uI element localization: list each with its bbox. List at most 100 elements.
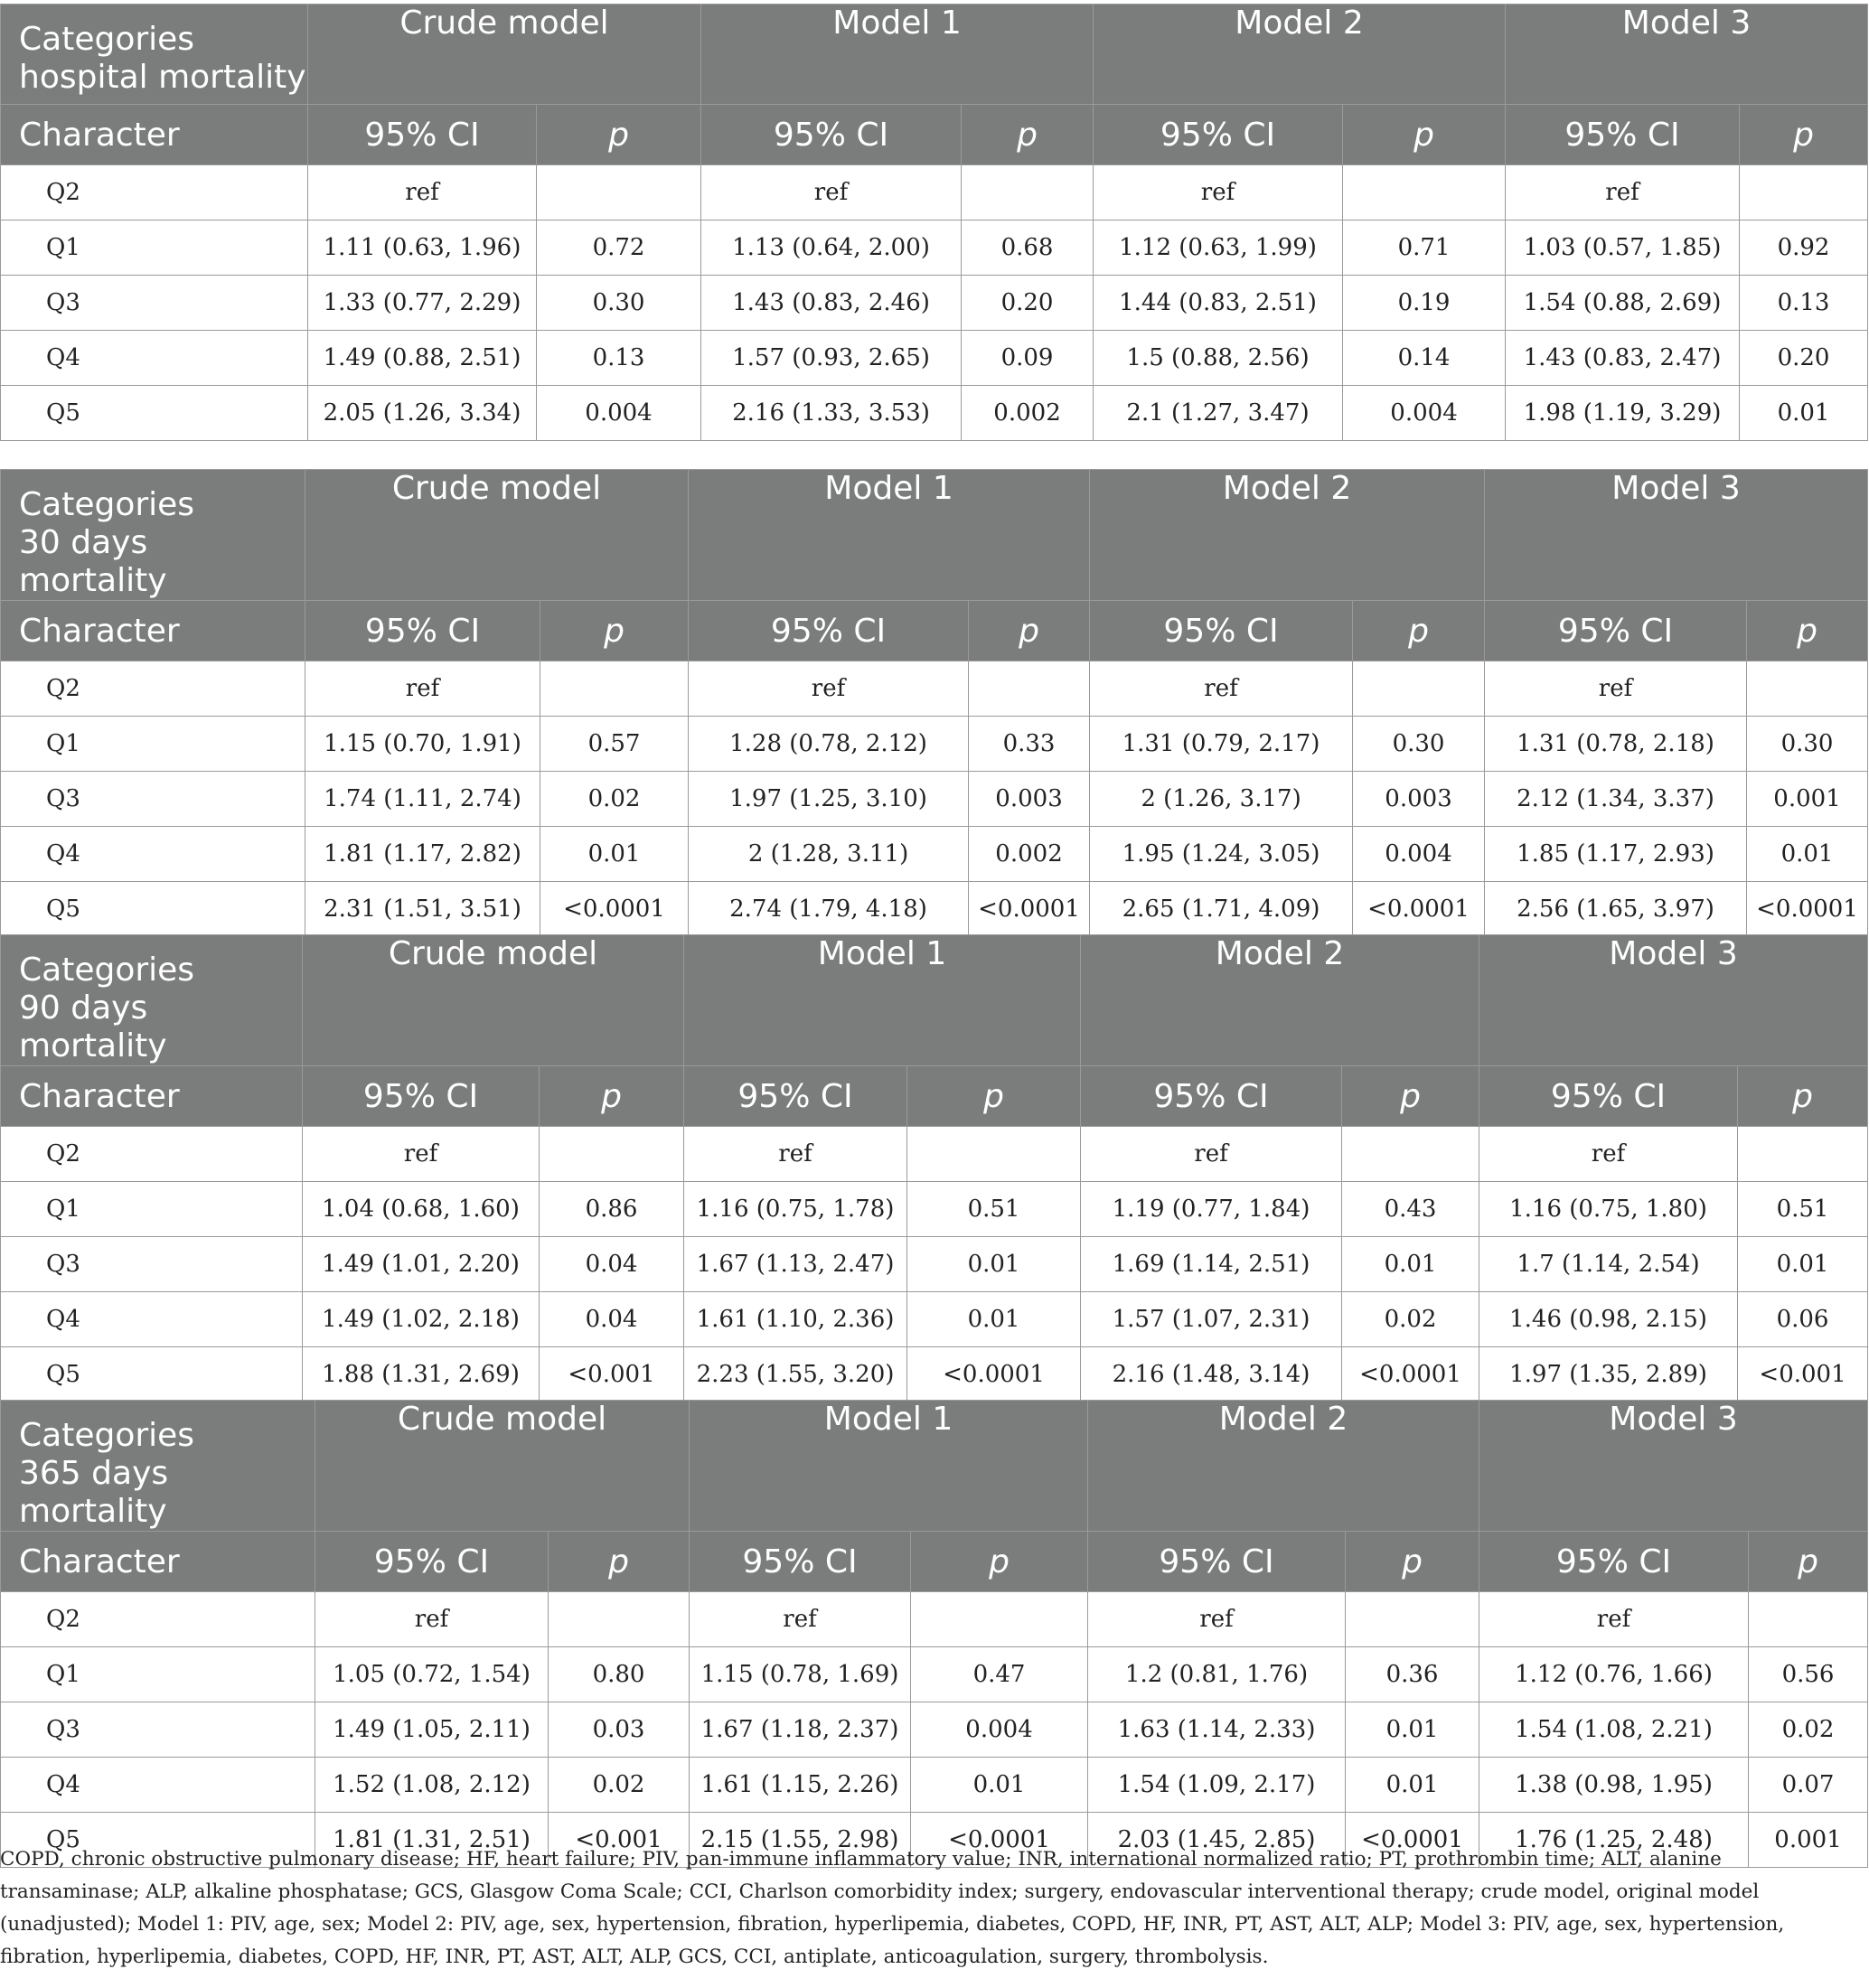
ci-header: 95% CI — [1484, 600, 1748, 661]
model-2-header: Model 2 — [1089, 469, 1486, 601]
table-cell: 2.03 (1.45, 2.85) — [1087, 1812, 1347, 1868]
table-row: Q4 1.52 (1.08, 2.12) 0.02 1.61 (1.15, 2.26)… — [0, 1757, 1869, 1813]
table-footnote: COPD, chronic obstructive pulmonary dise… — [0, 1848, 1785, 1968]
table-cell: 1.12 (0.76, 1.66) — [1479, 1646, 1750, 1702]
ci-header: 95% CI — [1080, 1065, 1343, 1127]
table-cell: 0.04 — [538, 1236, 685, 1292]
table-cell: 0.47 — [910, 1646, 1089, 1702]
table-cell: 2.31 (1.51, 3.51) — [305, 881, 540, 937]
table-cell: 1.49 (1.01, 2.20) — [302, 1236, 540, 1292]
table-cell: 0.51 — [1737, 1181, 1869, 1237]
table-cell: 0.43 — [1341, 1181, 1480, 1237]
quintile-label: Q4 — [0, 330, 308, 386]
table-row: Q3 1.49 (1.01, 2.20) 0.04 1.67 (1.13, 2.47)… — [0, 1236, 1869, 1292]
table-cell: 0.01 — [1739, 385, 1869, 441]
quintile-label: Q5 — [0, 1346, 303, 1402]
model-2-header: Model 2 — [1087, 1400, 1480, 1532]
table-cell: 1.98 (1.19, 3.29) — [1505, 385, 1741, 441]
table-cell: 1.49 (1.02, 2.18) — [302, 1291, 540, 1347]
table-cell: 1.33 (0.77, 2.29) — [307, 275, 537, 331]
quintile-label: Q5 — [0, 881, 305, 937]
table-cell: 0.71 — [1342, 220, 1507, 276]
table-cell: 1.05 (0.72, 1.54) — [315, 1646, 549, 1702]
table-cell: ref — [1089, 661, 1354, 717]
p-header: p — [968, 600, 1091, 661]
table-cell: 1.13 (0.64, 2.00) — [700, 220, 963, 276]
table-cell — [547, 1591, 690, 1647]
table-row: Q3 1.74 (1.11, 2.74) 0.02 1.97 (1.25, 3.10)… — [0, 771, 1869, 827]
table-cell: 2.56 (1.65, 3.97) — [1484, 881, 1748, 937]
ci-header: 95% CI — [302, 1065, 540, 1127]
table-cell: 1.88 (1.31, 2.69) — [302, 1346, 540, 1402]
table-cell: 1.74 (1.11, 2.74) — [305, 771, 540, 827]
table-cell: 0.04 — [538, 1291, 685, 1347]
table-cell: 0.13 — [535, 330, 702, 386]
hospital-mortality-table: Categories hospital mortality Crude model… — [0, 4, 1869, 441]
table-cell: 2.1 (1.27, 3.47) — [1093, 385, 1344, 441]
table-cell: 1.63 (1.14, 2.33) — [1087, 1702, 1347, 1758]
table-row: Q1 1.05 (0.72, 1.54) 0.80 1.15 (0.78, 1.69)… — [0, 1646, 1869, 1702]
table-row: Q3 1.33 (0.77, 2.29) 0.30 1.43 (0.83, 2.46)… — [0, 275, 1869, 331]
table-cell: 0.02 — [539, 771, 690, 827]
quintile-label: Q5 — [0, 385, 308, 441]
p-header: p — [961, 104, 1094, 165]
character-header: Character — [0, 104, 308, 165]
table-cell: 0.004 — [1342, 385, 1507, 441]
quintile-label: Q3 — [0, 1236, 303, 1292]
table-cell — [906, 1126, 1082, 1182]
table-cell: 1.31 (0.78, 2.18) — [1484, 716, 1748, 772]
table-cell: 1.15 (0.78, 1.69) — [689, 1646, 912, 1702]
table-cell: 1.97 (1.35, 2.89) — [1479, 1346, 1739, 1402]
model-3-header: Model 3 — [1484, 469, 1869, 601]
table-cell: 0.57 — [539, 716, 690, 772]
character-header: Character — [0, 1065, 303, 1127]
90-days-mortality-table: Categories 90 days mortality Crude model … — [0, 934, 1869, 1402]
table-cell: 0.01 — [906, 1291, 1082, 1347]
table-row: Q5 1.81 (1.31, 2.51) <0.001 2.15 (1.55, 2.9… — [0, 1812, 1869, 1868]
table-cell — [1352, 661, 1486, 717]
table-cell: 1.67 (1.18, 2.37) — [689, 1702, 912, 1758]
quintile-label: Q4 — [0, 826, 305, 882]
table-cell: ref — [315, 1591, 549, 1647]
table-row: Q5 2.05 (1.26, 3.34) 0.004 2.16 (1.33, 3.53… — [0, 385, 1869, 441]
ci-header: 95% CI — [1479, 1531, 1750, 1592]
table-cell — [961, 164, 1094, 220]
table-cell — [1342, 164, 1507, 220]
table-cell: 1.2 (0.81, 1.76) — [1087, 1646, 1347, 1702]
table-cell: ref — [1080, 1126, 1343, 1182]
p-header: p — [910, 1531, 1089, 1592]
table-cell: 1.28 (0.78, 2.12) — [688, 716, 970, 772]
table-cell: 0.001 — [1746, 771, 1869, 827]
table-cell: 1.57 (1.07, 2.31) — [1080, 1291, 1343, 1347]
table-row: Q3 1.49 (1.05, 2.11) 0.03 1.67 (1.18, 2.37)… — [0, 1702, 1869, 1758]
table-cell: <0.001 — [547, 1812, 690, 1868]
table-cell — [910, 1591, 1089, 1647]
table-cell — [1345, 1591, 1480, 1647]
table-cell: 0.19 — [1342, 275, 1507, 331]
table-cell: 1.76 (1.25, 2.48) — [1479, 1812, 1750, 1868]
table-row: Q1 1.11 (0.63, 1.96) 0.72 1.13 (0.64, 2.00)… — [0, 220, 1869, 276]
table-cell: ref — [307, 164, 537, 220]
ci-header: 95% CI — [315, 1531, 549, 1592]
table-cell: ref — [1087, 1591, 1347, 1647]
table-cell: 0.56 — [1748, 1646, 1869, 1702]
model-3-header: Model 3 — [1479, 1400, 1869, 1532]
table-cell: 0.86 — [538, 1181, 685, 1237]
table-cell: 0.33 — [968, 716, 1091, 772]
table-cell: 0.02 — [1748, 1702, 1869, 1758]
table-cell: 1.44 (0.83, 2.51) — [1093, 275, 1344, 331]
p-header: p — [535, 104, 702, 165]
quintile-label: Q1 — [0, 1646, 315, 1702]
category-header: Categories 365 days mortality — [0, 1400, 315, 1532]
p-header: p — [1342, 104, 1507, 165]
table-cell: ref — [1484, 661, 1748, 717]
table-cell: 0.01 — [1345, 1757, 1480, 1813]
table-cell: 0.30 — [535, 275, 702, 331]
table-cell: 0.09 — [961, 330, 1094, 386]
table-cell: <0.0001 — [910, 1812, 1089, 1868]
table-cell: 0.13 — [1739, 275, 1869, 331]
table-cell: 1.04 (0.68, 1.60) — [302, 1181, 540, 1237]
quintile-label: Q4 — [0, 1291, 303, 1347]
table-cell: 2.12 (1.34, 3.37) — [1484, 771, 1748, 827]
table-row: Q4 1.81 (1.17, 2.82) 0.01 2 (1.28, 3.11) 0.0… — [0, 826, 1869, 882]
